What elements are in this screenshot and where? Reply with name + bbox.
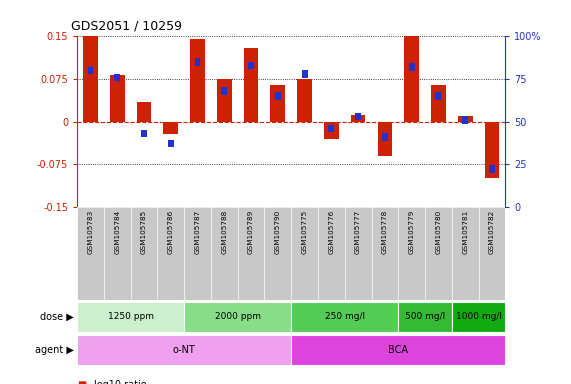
Text: GSM105781: GSM105781 — [462, 209, 468, 254]
Text: 250 mg/l: 250 mg/l — [325, 312, 365, 321]
Bar — [485, 121, 499, 178]
Text: BCA: BCA — [388, 345, 408, 355]
Bar — [489, 166, 495, 173]
Text: GSM105783: GSM105783 — [87, 209, 94, 254]
Bar — [271, 85, 285, 121]
Text: 500 mg/l: 500 mg/l — [405, 312, 445, 321]
Bar — [168, 140, 174, 147]
Bar — [87, 67, 94, 74]
Text: GSM105789: GSM105789 — [248, 209, 254, 254]
Text: GSM105777: GSM105777 — [355, 209, 361, 254]
Bar — [291, 301, 399, 332]
Bar — [190, 39, 205, 121]
Bar — [382, 133, 388, 141]
Text: GDS2051 / 10259: GDS2051 / 10259 — [71, 20, 182, 33]
Bar — [328, 125, 334, 132]
Bar — [377, 121, 392, 156]
Bar — [463, 116, 468, 124]
Bar — [399, 301, 452, 332]
Bar — [351, 115, 365, 121]
Bar — [409, 63, 415, 71]
Text: GSM105786: GSM105786 — [168, 209, 174, 254]
Text: log10 ratio: log10 ratio — [94, 381, 147, 384]
Bar — [244, 48, 259, 121]
Bar — [83, 36, 98, 121]
Bar — [110, 75, 124, 121]
Text: 2000 ppm: 2000 ppm — [215, 312, 261, 321]
Text: GSM105784: GSM105784 — [114, 209, 120, 254]
Text: GSM105788: GSM105788 — [222, 209, 227, 254]
Bar — [141, 130, 147, 137]
Text: GSM105785: GSM105785 — [141, 209, 147, 254]
Text: GSM105776: GSM105776 — [328, 209, 335, 254]
Bar — [136, 102, 151, 121]
Bar — [301, 70, 308, 78]
Text: 1000 mg/l: 1000 mg/l — [456, 312, 501, 321]
Bar — [195, 58, 200, 66]
Bar — [436, 92, 441, 100]
Bar — [114, 74, 120, 81]
Bar — [163, 121, 178, 134]
Bar — [458, 116, 473, 121]
Text: GSM105782: GSM105782 — [489, 209, 495, 254]
Bar — [77, 301, 184, 332]
Text: GSM105787: GSM105787 — [195, 209, 200, 254]
Bar — [324, 121, 339, 139]
Bar — [431, 85, 446, 121]
Bar — [275, 92, 281, 100]
Text: GSM105790: GSM105790 — [275, 209, 281, 254]
Bar — [217, 79, 232, 121]
Bar — [77, 334, 291, 365]
Bar — [222, 87, 227, 94]
Text: 1250 ppm: 1250 ppm — [107, 312, 154, 321]
Bar — [184, 301, 291, 332]
Text: GSM105775: GSM105775 — [301, 209, 308, 254]
Text: agent ▶: agent ▶ — [35, 345, 74, 355]
Text: GSM105780: GSM105780 — [436, 209, 441, 254]
Text: o-NT: o-NT — [173, 345, 195, 355]
Text: ■: ■ — [77, 381, 86, 384]
Bar — [291, 334, 505, 365]
Bar — [404, 36, 419, 121]
Bar — [355, 113, 361, 120]
Text: dose ▶: dose ▶ — [41, 312, 74, 322]
Bar — [452, 301, 505, 332]
Bar — [297, 79, 312, 121]
Text: GSM105779: GSM105779 — [409, 209, 415, 254]
Text: GSM105778: GSM105778 — [382, 209, 388, 254]
Bar — [248, 62, 254, 69]
